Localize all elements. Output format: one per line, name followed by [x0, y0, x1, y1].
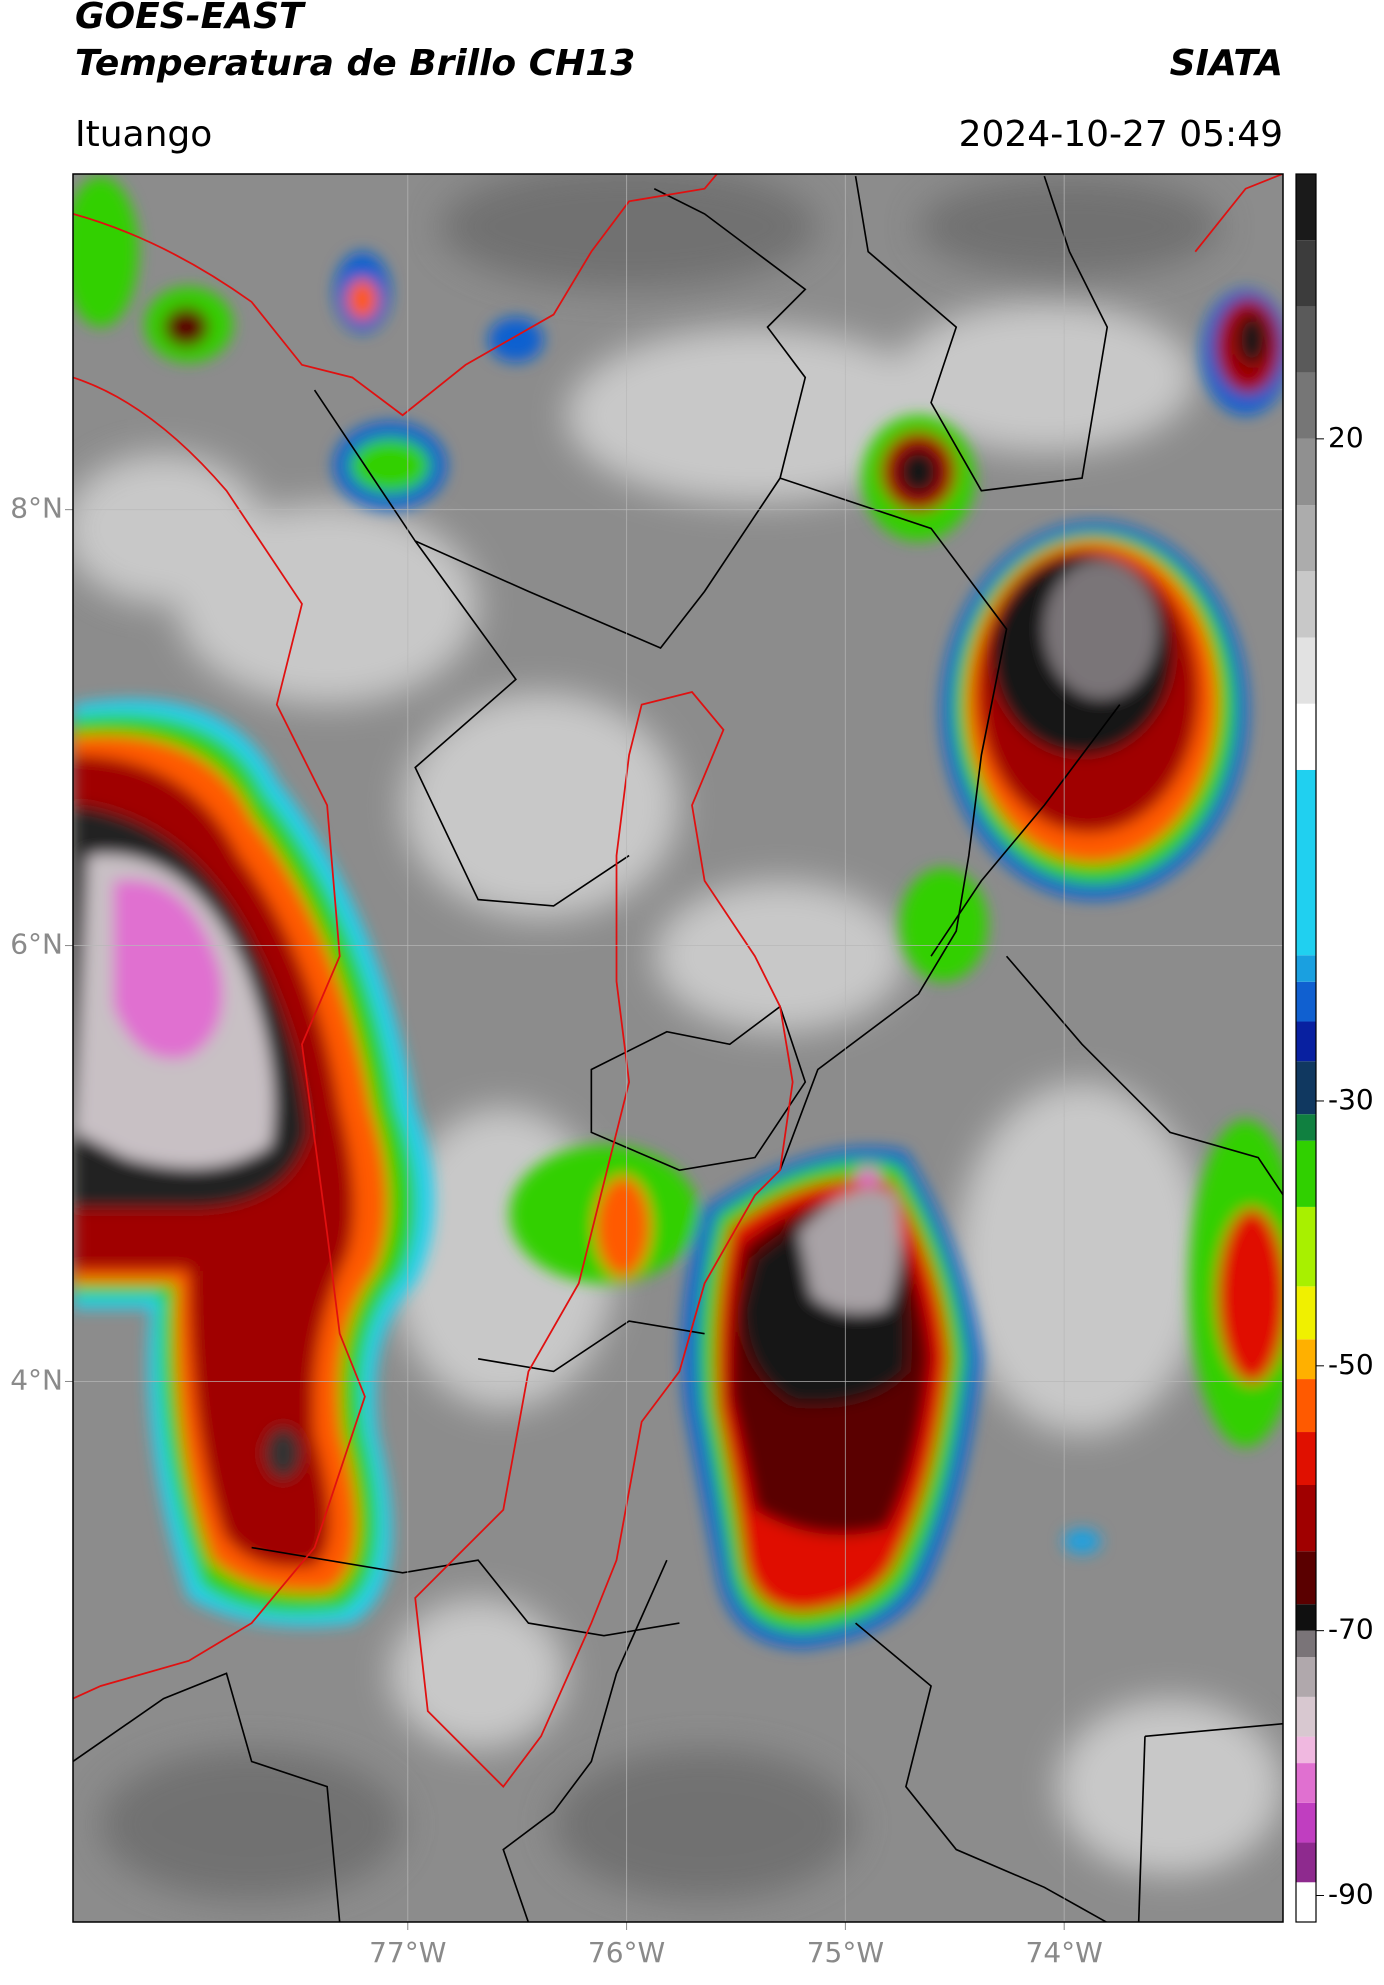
colorbar-frame	[1295, 173, 1317, 1923]
colorbar-band	[1296, 438, 1316, 506]
colorbar-band	[1296, 1882, 1316, 1922]
colorbar-band	[1296, 1286, 1316, 1340]
lon-label: 76°W	[588, 1936, 665, 1969]
lat-label: 6°N	[10, 928, 63, 961]
colorbar-band	[1296, 1604, 1316, 1631]
location: Ituango	[75, 114, 212, 155]
colorbar-band	[1296, 1021, 1316, 1062]
colorbar-band	[1296, 769, 1316, 956]
colorbar-band	[1296, 1140, 1316, 1207]
colorbar-label: -50	[1328, 1348, 1374, 1381]
colorbar-band	[1296, 1763, 1316, 1803]
colorbar-band	[1296, 571, 1316, 638]
colorbar-band	[1296, 1802, 1316, 1843]
colorbar-band	[1296, 1657, 1316, 1697]
colorbar-band	[1296, 703, 1316, 770]
colorbar-band	[1296, 1485, 1316, 1552]
colorbar-label: -30	[1328, 1083, 1374, 1116]
timestamp: 2024-10-27 05:49	[959, 114, 1283, 155]
colorbar-band	[1296, 1736, 1316, 1764]
colorbar-band	[1296, 1630, 1316, 1658]
title: GOES-EAST	[75, 0, 306, 37]
colorbar-band	[1296, 637, 1316, 704]
colorbar-band	[1296, 1842, 1316, 1883]
grid: 77°W 76°W 75°W 74°W 8°N 6°N 4°N	[10, 174, 1283, 1969]
colorbar-band	[1296, 372, 1316, 439]
colorbar-label: -90	[1328, 1878, 1374, 1911]
lat-label: 8°N	[10, 492, 63, 525]
colorbar-band	[1296, 1061, 1316, 1115]
colorbar-band	[1296, 240, 1316, 307]
satellite-image	[72, 173, 1284, 1923]
lon-label: 77°W	[369, 1936, 446, 1969]
colorbar-band	[1296, 955, 1316, 982]
colorbar-band	[1296, 174, 1316, 241]
colorbar-band	[1296, 1432, 1316, 1485]
colorbar-label: -70	[1328, 1613, 1374, 1646]
colorbar-band	[1296, 981, 1316, 1022]
colorbar-band	[1296, 1379, 1316, 1433]
map-frame	[72, 173, 1284, 1923]
agency: SIATA	[1170, 43, 1283, 84]
colorbar-band	[1296, 1551, 1316, 1605]
lon-label: 75°W	[807, 1936, 884, 1969]
lat-label: 4°N	[10, 1363, 63, 1396]
colorbar-band	[1296, 306, 1316, 373]
colorbar-band	[1296, 1206, 1316, 1287]
colorbar-band	[1296, 505, 1316, 572]
colorbar-band	[1296, 1696, 1316, 1737]
subtitle: Temperatura de Brillo CH13	[75, 43, 635, 84]
colorbar-label: 20	[1328, 421, 1364, 454]
colorbar-band	[1296, 1114, 1316, 1141]
colorbar: 20 -30 -50 -70 -90	[1295, 173, 1374, 1923]
lon-label: 74°W	[1026, 1936, 1103, 1969]
colorbar-band	[1296, 1339, 1316, 1380]
